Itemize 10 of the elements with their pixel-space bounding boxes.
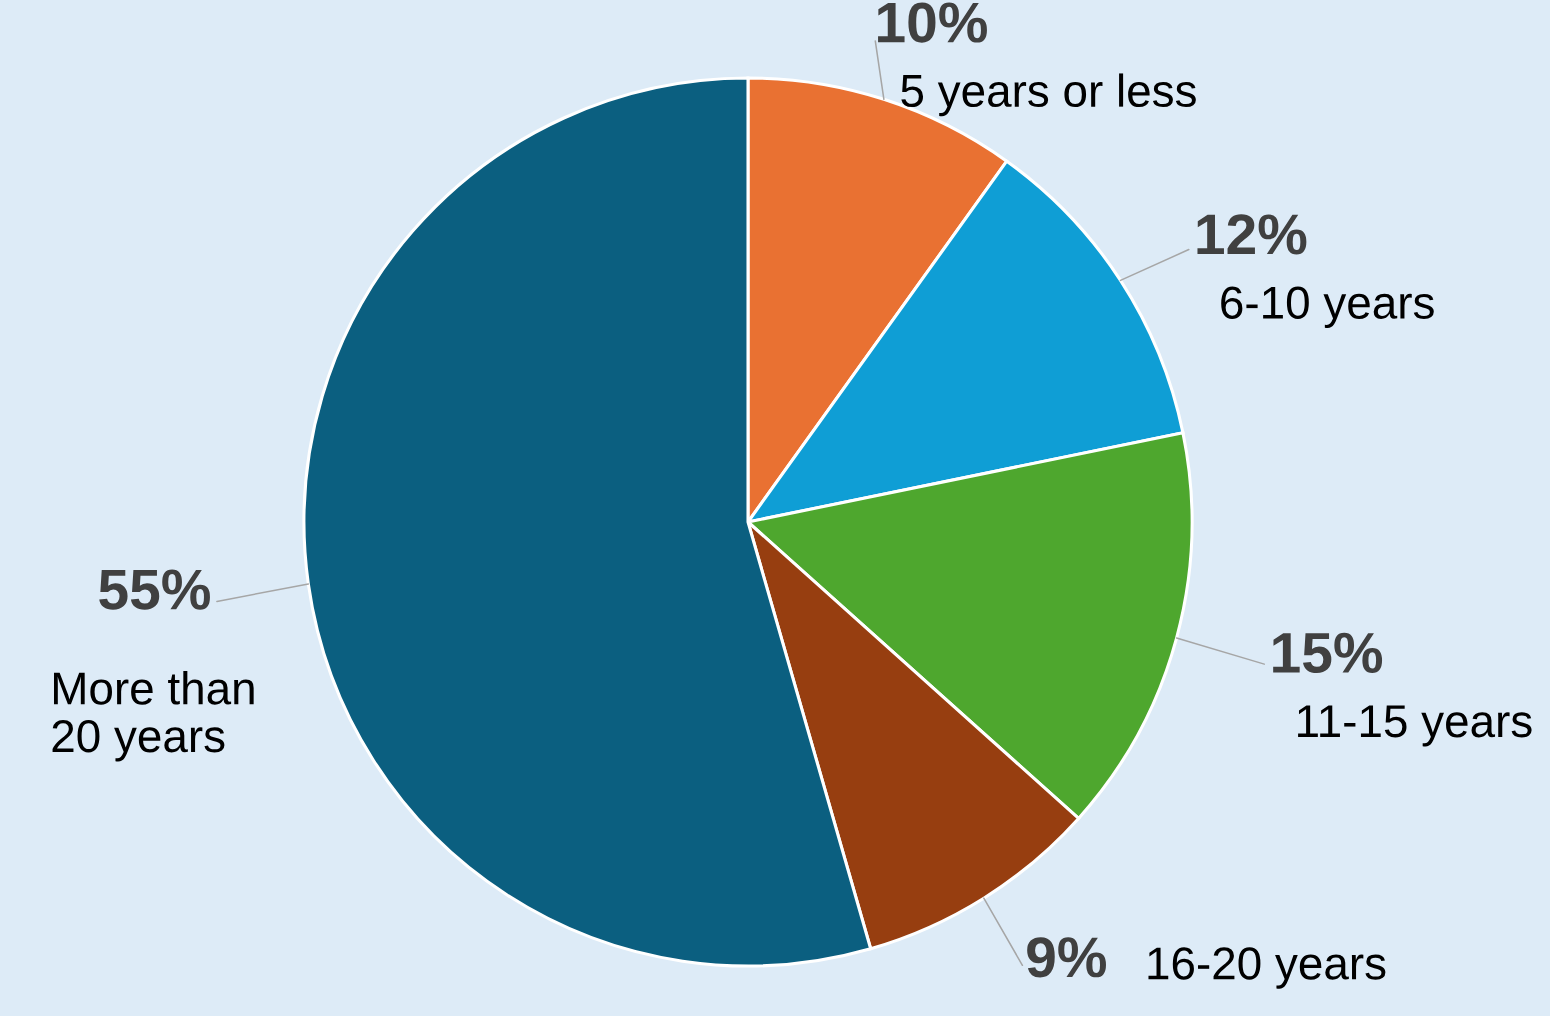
slice-label: 16-20 years xyxy=(1148,947,1386,989)
data-label: 9% xyxy=(1027,937,1106,978)
slice-label: 11-15 years xyxy=(1298,705,1532,747)
slice-label: 6-10 years xyxy=(1221,286,1434,329)
slice-label: 5 years or less xyxy=(901,73,1196,117)
data-label: 12% xyxy=(1197,214,1307,255)
data-label: 15% xyxy=(1273,632,1383,674)
data-label: 55% xyxy=(99,569,210,610)
data-label: 10% xyxy=(878,2,987,43)
slice-label: More than 20 years xyxy=(52,671,254,762)
